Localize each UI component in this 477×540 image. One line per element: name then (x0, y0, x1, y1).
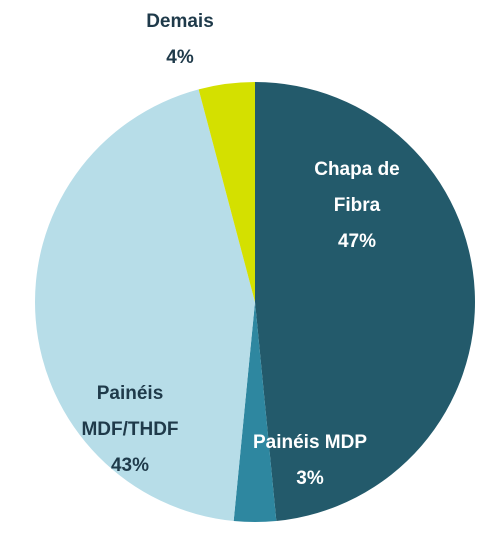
pie-slice (35, 89, 255, 521)
slice-label: Painéis MDP 3% (225, 425, 395, 497)
slice-value: 47% (337, 231, 377, 252)
pie-slice (255, 82, 475, 521)
pie-slice (198, 82, 255, 302)
slice-label: Demais 4% (125, 4, 235, 76)
slice-name: Painéis MDP (252, 432, 368, 453)
slice-label: Chapa de Fibra 47% (302, 152, 412, 260)
slice-name: Chapa de Fibra (314, 159, 400, 216)
slice-value: 3% (296, 468, 324, 489)
slice-name: Demais (146, 11, 214, 32)
slice-name: Painéis MDF/THDF (81, 383, 179, 440)
pie-slice (233, 302, 277, 522)
slice-value: 43% (110, 455, 150, 476)
slice-value: 4% (166, 47, 194, 68)
slice-label: Painéis MDF/THDF 43% (70, 376, 190, 484)
